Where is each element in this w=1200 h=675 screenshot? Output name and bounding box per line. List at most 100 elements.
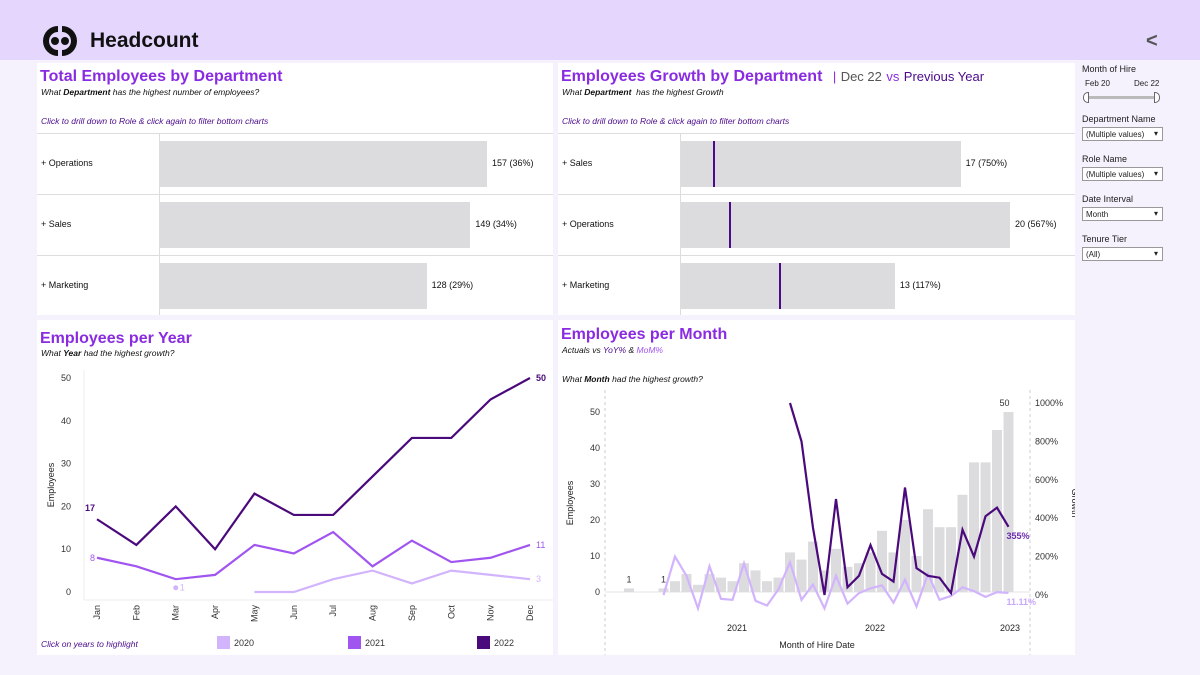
series-2021-line	[96, 530, 531, 581]
month-bar[interactable]	[831, 548, 841, 592]
month-bar[interactable]	[923, 509, 933, 592]
slider-end-handle[interactable]	[1154, 92, 1160, 103]
app-title: Headcount	[90, 29, 199, 52]
legend-swatch	[477, 636, 490, 649]
month-bar[interactable]	[946, 527, 956, 592]
y-axis-title: Employees	[565, 480, 575, 525]
legend-item-2021[interactable]: 2021	[348, 636, 385, 649]
month-bar[interactable]	[681, 574, 692, 592]
series-last-label: 3	[536, 574, 541, 584]
row-divider	[37, 133, 553, 134]
month-bar[interactable]	[785, 552, 795, 592]
department-row[interactable]: + Sales 17 (750%)	[558, 133, 1075, 194]
y-tick-label: 40	[590, 443, 600, 453]
collapse-back-icon[interactable]: <	[1146, 30, 1158, 52]
month-bar[interactable]	[854, 563, 864, 592]
panel-subtitle: What Department has the highest number o…	[41, 87, 260, 97]
series-first-label: 1	[180, 583, 185, 593]
legend-item-2020[interactable]: 2020	[217, 636, 254, 649]
y-tick-label: 30	[61, 459, 71, 469]
previous-year-marker	[729, 202, 732, 248]
department-row[interactable]: + Operations 20 (567%)	[558, 194, 1075, 255]
previous-year-marker	[712, 141, 715, 187]
tenure-tier-label: Tenure Tier	[1082, 234, 1128, 244]
month-bar[interactable]	[624, 588, 634, 592]
month-bar[interactable]	[957, 494, 968, 592]
department-label: + Operations	[562, 219, 614, 229]
month-bar[interactable]	[808, 541, 818, 592]
series-first-label: 17	[85, 503, 95, 513]
department-row[interactable]: + Marketing 13 (117%)	[558, 255, 1075, 316]
header: Headcount <	[0, 0, 1200, 60]
month-bar[interactable]	[739, 563, 749, 592]
month-bar[interactable]	[865, 552, 876, 592]
date-interval-dropdown[interactable]: Month	[1082, 207, 1163, 221]
y-axis-title: Employees	[46, 462, 56, 507]
department-filter-dropdown[interactable]: (Multiple values)	[1082, 127, 1163, 141]
month-bar[interactable]	[888, 552, 899, 592]
month-of-hire-slider[interactable]	[1084, 96, 1158, 99]
month-bar[interactable]	[658, 588, 669, 592]
x-tick-label: 2023	[1000, 623, 1020, 633]
department-bar[interactable]	[160, 263, 427, 309]
x-tick-label: Mar	[171, 605, 181, 621]
month-bar[interactable]	[693, 584, 703, 592]
series-2020-point	[173, 585, 179, 591]
month-bar[interactable]	[934, 527, 945, 592]
month-bar[interactable]	[911, 556, 922, 592]
month-of-hire-label: Month of Hire	[1082, 64, 1137, 74]
month-bar[interactable]	[750, 570, 761, 592]
drill-hint: Click to drill down to Role & click agai…	[41, 116, 269, 126]
department-row[interactable]: + Sales 149 (34%)	[37, 194, 553, 255]
month-bar[interactable]	[773, 577, 784, 592]
tenure-tier-dropdown[interactable]: (All)	[1082, 247, 1163, 261]
month-bar[interactable]	[992, 430, 1002, 592]
bar-value-label: 1	[661, 574, 666, 584]
y-tick-label: 10	[590, 551, 600, 561]
x-tick-label: May	[249, 605, 259, 623]
month-bar[interactable]	[1003, 412, 1014, 592]
department-bar[interactable]	[160, 141, 487, 187]
y-tick-label: 20	[61, 501, 71, 511]
highlight-hint: Click on years to highlight	[41, 639, 138, 649]
month-bar[interactable]	[819, 570, 830, 592]
panel-subtitle: What Department has the highest Growth	[562, 87, 724, 97]
month-bar[interactable]	[762, 581, 772, 592]
legend-label: 2020	[234, 638, 254, 648]
legend-item-2022[interactable]: 2022	[477, 636, 514, 649]
panel-title: Employees per Year	[40, 330, 192, 347]
month-bar[interactable]	[727, 581, 738, 592]
department-bar[interactable]	[681, 202, 1010, 248]
department-bar[interactable]	[160, 202, 471, 248]
role-filter-dropdown[interactable]: (Multiple values)	[1082, 167, 1163, 181]
department-row[interactable]: + Marketing 128 (29%)	[37, 255, 553, 316]
month-bar[interactable]	[716, 577, 726, 592]
month-bar[interactable]	[969, 462, 979, 592]
y2-tick-label: 1000%	[1035, 398, 1063, 408]
panel-subtitle: What Year had the highest growth?	[41, 348, 175, 358]
series-mom-line	[662, 553, 1009, 613]
y2-tick-label: 600%	[1035, 475, 1058, 485]
department-row[interactable]: + Operations 157 (36%)	[37, 133, 553, 194]
month-bar[interactable]	[900, 520, 910, 592]
y-tick-label: 50	[590, 407, 600, 417]
month-bar[interactable]	[796, 559, 807, 592]
employees-growth-by-department-panel: Employees Growth by Department | Dec 22 …	[558, 63, 1075, 315]
legend-swatch	[348, 636, 361, 649]
y-tick-label: 0	[595, 587, 600, 597]
month-bar[interactable]	[670, 581, 680, 592]
series-last-label: 11	[536, 540, 545, 550]
employees-per-month-chart: 0 10 20 30 40 50 0% 200% 400% 600% 800% 1000% Employ…	[565, 390, 1075, 655]
x-tick-label: Nov	[486, 605, 496, 622]
y2-tick-label: 0%	[1035, 590, 1048, 600]
department-bar[interactable]	[681, 263, 895, 309]
series-2022-line	[96, 377, 531, 551]
x-tick-label: Jul	[328, 605, 338, 617]
month-bar[interactable]	[980, 462, 991, 592]
slider-start-handle[interactable]	[1083, 92, 1089, 103]
bar-value-label: 1	[626, 574, 631, 584]
month-bar[interactable]	[877, 530, 887, 592]
department-bar[interactable]	[681, 141, 961, 187]
department-label: + Operations	[41, 158, 93, 168]
month-bar[interactable]	[704, 574, 715, 592]
